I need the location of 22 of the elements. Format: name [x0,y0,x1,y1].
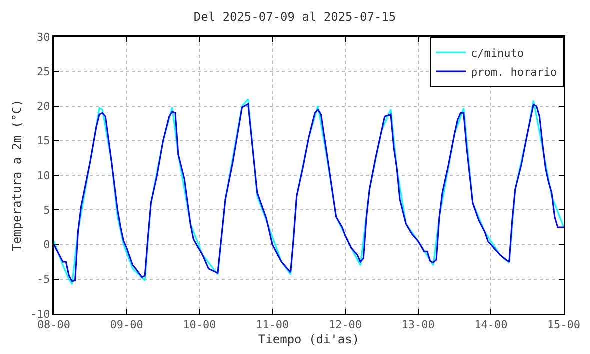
legend-label: prom. horario [471,66,558,79]
x-tick-label: 12-00 [328,318,362,332]
x-tick-label: 09-00 [110,318,144,332]
x-axis-title: Tiempo (di'as) [258,332,360,346]
y-tick-label: 25 [37,65,50,78]
y-tick-label: 30 [37,30,50,44]
x-tick-label: 10-00 [183,318,216,332]
y-axis-title: Temperatura a 2m (°C) [10,100,24,252]
legend-label: c/minuto [471,46,524,60]
y-tick-label: 20 [37,100,50,114]
x-tick-label: 11-00 [256,318,290,332]
x-tick-label: 14-00 [474,318,508,332]
x-tick-label: 13-00 [402,318,435,332]
y-tick-label: 10 [37,169,50,182]
x-tick-label: 15-00 [547,318,581,332]
chart-title: Del 2025-07-09 al 2025-07-15 [194,10,396,24]
x-tick-label: 08-00 [37,318,71,332]
y-tick-label: -10 [30,308,50,321]
y-tick-label: -5 [37,273,50,286]
y-tick-label: 15 [37,134,50,148]
y-tick-label: 0 [44,238,50,252]
y-tick-label: 5 [44,204,50,217]
